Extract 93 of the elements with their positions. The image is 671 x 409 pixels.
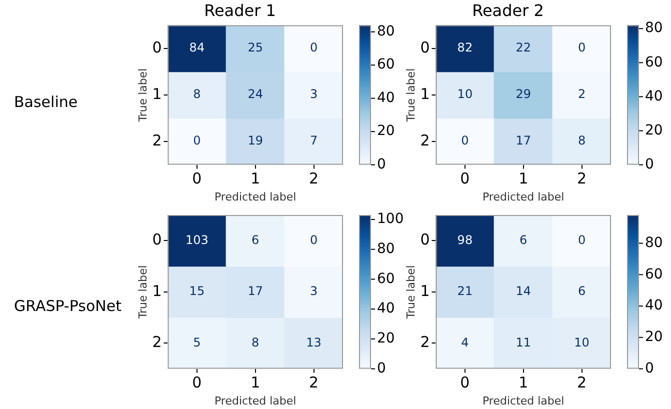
data-label: 8 [578,134,586,148]
text: Baseline [13,93,79,111]
x-tick-label: 1 [518,374,528,392]
data-label: 19 [248,134,264,148]
data-label: 25 [248,40,264,55]
data-label: 0 [310,232,318,247]
color-bar-label: 20 [377,330,395,347]
data-label: 15 [189,284,205,298]
y-axis-title: True label [136,68,150,123]
y-tick-label: 2 [152,131,162,150]
color-bar-label: 0 [377,156,386,172]
x-tick-label: 2 [309,374,319,392]
data-label: 6 [578,284,586,298]
color-bar-label: 40 [377,300,395,317]
color-bar-label: 80 [377,240,395,257]
x-tick-label: 0 [460,374,470,392]
data-label: 3 [310,87,318,102]
data-label: 21 [457,284,473,298]
data-label: 10 [457,87,473,102]
data-label: 8 [193,87,201,102]
color-bar-label: 0 [645,156,654,172]
x-tick-label: 0 [192,170,202,188]
data-label: 22 [516,40,532,55]
y-axis-title: True label [136,265,150,320]
data-label: 3 [310,284,318,298]
data-label: 0 [461,134,469,148]
x-tick-label: 1 [250,374,260,392]
color-bar-label: 60 [377,270,395,287]
color-bar-label: 20 [645,122,663,138]
data-label: 5 [193,335,201,350]
data-label: 7 [310,134,318,148]
y-axis-title: True label [404,265,418,320]
data-label: 0 [193,134,201,148]
data-label: 17 [248,284,264,298]
y-axis-title: True label [404,68,418,123]
color-bar-label: 40 [645,298,663,314]
chart-title: Reader 2 [472,0,544,20]
color-bar-label: 60 [377,56,395,73]
color-bar-label: 0 [645,360,654,376]
color-bar-label: 40 [645,88,663,104]
data-label: 17 [516,134,532,148]
data-label: 84 [189,40,205,55]
data-label: 98 [457,232,473,247]
color-bar-label: 20 [645,329,663,346]
data-label: 6 [252,232,260,247]
data-label: 8 [252,335,260,350]
data-label: 4 [461,335,469,350]
x-tick-label: 0 [460,170,470,188]
data-label: 6 [520,232,528,247]
data-label: 29 [516,87,532,102]
x-tick-label: 2 [577,170,587,188]
data-label: 0 [578,232,586,247]
x-axis-title: Predicted label [482,190,564,204]
y-tick-label: 2 [420,131,430,150]
x-tick-label: 1 [250,170,260,188]
color-bar-label: 60 [645,54,663,70]
color-bar-label: 20 [377,123,395,140]
text: GRASP-PsoNet [13,297,122,315]
data-label: 14 [516,284,532,298]
color-bar-label: 80 [645,20,663,36]
x-tick-label: 2 [309,170,319,188]
x-axis-title: Predicted label [214,190,296,204]
data-label: 10 [574,335,590,350]
x-axis-title: Predicted label [482,394,564,408]
y-tick-label: 1 [152,84,162,103]
x-tick-label: 1 [518,170,528,188]
data-label: 82 [457,40,473,55]
data-label: 0 [578,40,586,55]
y-tick-label: 2 [152,333,162,352]
color-bar-label: 80 [377,23,395,40]
color-bar-label: 60 [645,266,663,282]
x-axis-title: Predicted label [214,394,296,408]
color-bar-label: 0 [377,360,386,376]
data-label: 0 [310,40,318,55]
data-label: 103 [186,232,208,247]
y-tick-label: 0 [420,38,430,56]
y-tick-label: 1 [420,282,430,300]
x-tick-label: 2 [577,374,587,392]
color-bar-label: 80 [645,234,663,251]
y-tick-label: 0 [152,230,162,249]
y-tick-label: 0 [152,38,162,56]
y-tick-label: 1 [420,84,430,103]
x-tick-label: 0 [192,374,202,392]
data-label: 2 [578,87,586,102]
data-label: 24 [248,87,264,102]
color-bar-label: 40 [377,90,395,106]
data-label: 11 [516,335,532,350]
data-label: 13 [306,335,322,350]
y-tick-label: 1 [152,282,162,300]
color-bar-label: 100 [377,211,404,228]
chart-title: Reader 1 [204,0,276,20]
y-tick-label: 0 [420,230,430,249]
y-tick-label: 2 [420,333,430,352]
